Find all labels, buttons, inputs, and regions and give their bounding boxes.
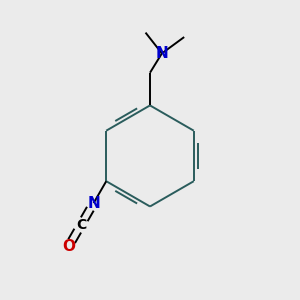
Text: N: N xyxy=(155,46,168,61)
Text: C: C xyxy=(76,218,86,232)
Text: N: N xyxy=(87,196,100,211)
Text: O: O xyxy=(62,239,75,254)
